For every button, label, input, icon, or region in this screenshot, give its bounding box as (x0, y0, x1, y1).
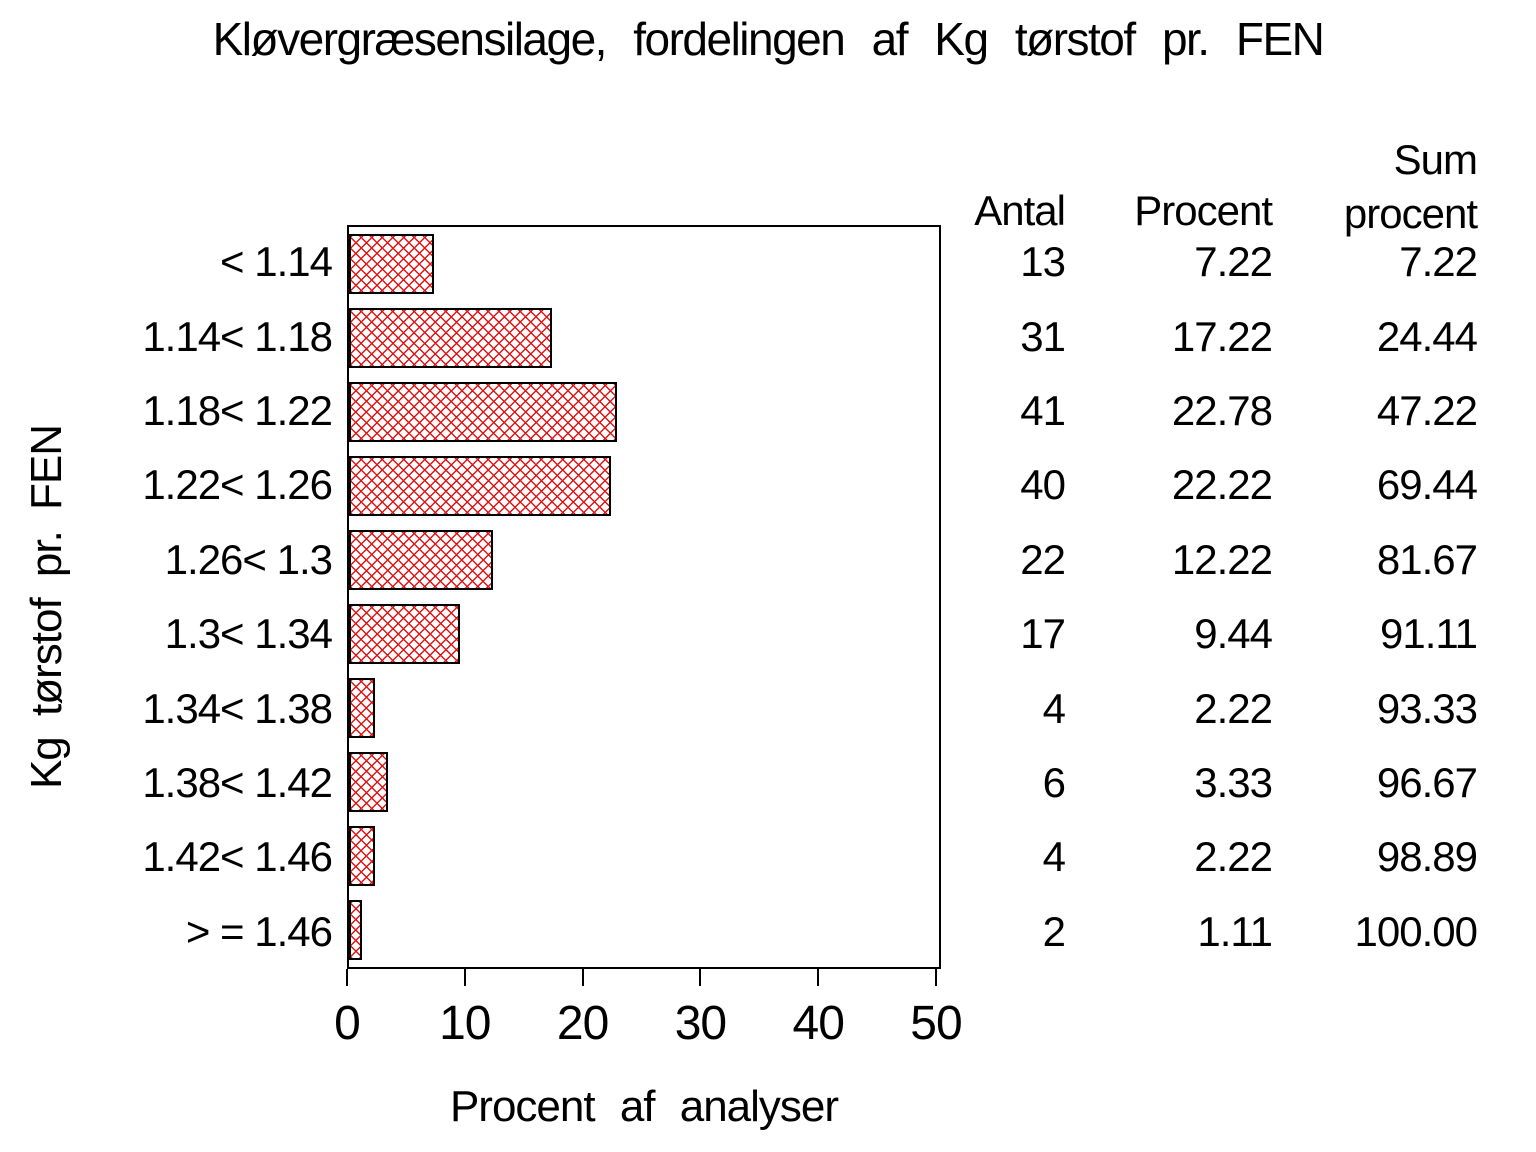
table-column-procent: 7.22 17.22 22.78 22.22 12.22 9.44 2.22 3.33 2.22… (1171, 225, 1273, 969)
table-column-antal: 13 31 41 40 22 17 4 6 4 2 (1020, 225, 1066, 969)
table-header-sum-line1: Sum (1393, 136, 1478, 183)
table-cell-antal-1: 31 (1020, 312, 1066, 360)
x-tickmark-40 (817, 969, 820, 986)
x-tickmark-0 (346, 969, 348, 986)
table-cell-sum-1: 24.44 (1376, 312, 1478, 360)
bar-4 (349, 530, 493, 590)
table-header-sum-line2: procent (1343, 190, 1478, 237)
table-cell-sum-4: 81.67 (1376, 535, 1478, 583)
table-cell-antal-8: 4 (1042, 833, 1066, 881)
bar-slot (349, 301, 939, 375)
table-cell-antal-4: 22 (1020, 535, 1066, 583)
x-tickmark-10 (463, 969, 466, 986)
bar-6 (349, 678, 376, 738)
bar-8 (349, 826, 376, 886)
table-cell-sum-6: 93.33 (1376, 684, 1478, 732)
x-ticklabel-0: 0 (334, 997, 361, 1050)
x-tickmark-30 (699, 969, 702, 986)
category-label-4: 1.26< 1.3 (164, 535, 333, 583)
table-cell-antal-7: 6 (1042, 759, 1066, 807)
table-cell-procent-4: 12.22 (1171, 535, 1273, 583)
table-cell-procent-8: 2.22 (1194, 833, 1273, 881)
category-label-3: 1.22< 1.26 (142, 461, 333, 509)
table-cell-procent-7: 3.33 (1194, 759, 1273, 807)
table-cell-antal-0: 13 (1020, 238, 1066, 286)
table-cell-sum-8: 98.89 (1376, 833, 1478, 881)
table-cell-sum-9: 100.00 (1354, 907, 1478, 955)
table-cell-procent-0: 7.22 (1194, 238, 1273, 286)
bar-slot (349, 745, 939, 819)
bar-slot (349, 597, 939, 671)
table-cell-sum-7: 96.67 (1376, 759, 1478, 807)
bar-slot (349, 375, 939, 449)
x-ticklabel-30: 30 (674, 997, 727, 1050)
table-cell-sum-3: 69.44 (1376, 461, 1478, 509)
bar-slot (349, 671, 939, 745)
category-label-6: 1.34< 1.38 (142, 684, 333, 732)
table-cell-sum-2: 47.22 (1376, 387, 1478, 435)
bar-slot (349, 523, 939, 597)
table-cell-procent-1: 17.22 (1171, 312, 1273, 360)
table-header-antal: Antal (974, 187, 1066, 234)
x-ticklabel-40: 40 (792, 997, 844, 1050)
bar-2 (349, 382, 618, 442)
bar-5 (349, 604, 461, 664)
plot-area (347, 225, 941, 969)
bar-slot (349, 893, 939, 967)
bar-7 (349, 752, 389, 812)
table-cell-sum-5: 91.11 (1380, 610, 1478, 658)
y-axis-category-labels: < 1.14 1.14< 1.18 1.18< 1.22 1.22< 1.26 1.26… (0, 225, 333, 969)
category-label-7: 1.38< 1.42 (142, 759, 333, 807)
x-tickmark-50 (935, 969, 937, 986)
x-axis-label: Procent af analyser (449, 1082, 839, 1131)
category-label-2: 1.18< 1.22 (142, 387, 333, 435)
table-cell-procent-9: 1.11 (1197, 907, 1273, 955)
bar-3 (349, 456, 611, 516)
chart-title: Kløvergræsensilage, fordelingen af Kg tø… (212, 13, 1325, 65)
table-cell-procent-3: 22.22 (1171, 461, 1273, 509)
table-cell-procent-2: 22.78 (1171, 387, 1273, 435)
table-column-sum-procent: 7.22 24.44 47.22 69.44 81.67 91.11 93.33 96.67 9… (1354, 225, 1478, 969)
table-cell-procent-5: 9.44 (1194, 610, 1273, 658)
table-header-procent: Procent (1134, 187, 1273, 234)
table-cell-antal-2: 41 (1020, 387, 1066, 435)
category-label-5: 1.3< 1.34 (164, 610, 333, 658)
category-label-0: < 1.14 (220, 238, 333, 286)
table-cell-antal-3: 40 (1020, 461, 1066, 509)
table-cell-antal-5: 17 (1020, 610, 1066, 658)
table-header-sum-procent: Sum procent (1343, 133, 1478, 241)
bar-1 (349, 308, 552, 368)
x-tickmark-20 (581, 969, 584, 986)
table-cell-antal-6: 4 (1042, 684, 1066, 732)
category-label-8: 1.42< 1.46 (142, 833, 333, 881)
table-cell-antal-9: 2 (1042, 907, 1066, 955)
x-ticklabel-50: 50 (910, 997, 962, 1050)
bar-slot (349, 819, 939, 893)
table-cell-procent-6: 2.22 (1194, 684, 1273, 732)
category-label-1: 1.14< 1.18 (142, 312, 333, 360)
bar-slot (349, 449, 939, 523)
bar-slot (349, 227, 939, 301)
bar-0 (349, 234, 435, 294)
bar-9 (349, 900, 363, 960)
table-cell-sum-0: 7.22 (1399, 238, 1478, 286)
x-ticklabel-20: 20 (556, 997, 609, 1050)
x-ticklabel-10: 10 (439, 997, 491, 1050)
category-label-9: > = 1.46 (185, 907, 333, 955)
